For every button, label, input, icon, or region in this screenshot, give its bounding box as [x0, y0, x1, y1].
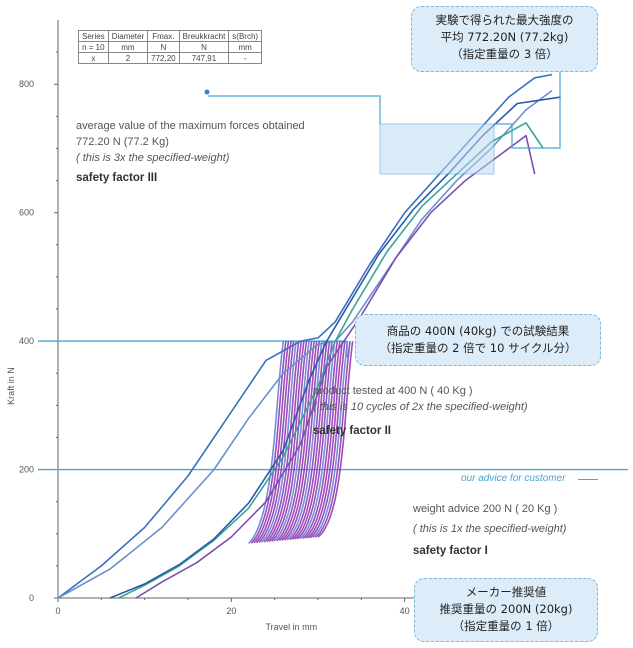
- params-values-row: x 2 772,20 747,91 -: [78, 52, 263, 64]
- callout-middle-line1: 商品の 400N (40kg) での試験結果: [386, 324, 570, 338]
- params-header-cell: Fmax.: [147, 30, 180, 42]
- max-connector-line: [494, 40, 561, 149]
- safety-factor-iii: safety factor III: [76, 172, 158, 184]
- advice-annotation-line1: weight advice 200 N ( 20 Kg ): [413, 503, 558, 515]
- params-header-cell: Diameter: [107, 30, 149, 42]
- hysteresis-cycle: [271, 341, 308, 542]
- x-tick-label: 0: [55, 606, 60, 616]
- params-subheader-cell: n = 10: [78, 41, 109, 53]
- overlay-group: [204, 40, 598, 481]
- hysteresis-cycle: [291, 341, 328, 540]
- hysteresis-cycle: [317, 341, 354, 538]
- y-tick-label: 600: [19, 208, 34, 218]
- params-header-cell: Series: [78, 30, 109, 42]
- safety-factor-i: safety factor I: [413, 545, 488, 557]
- max-annotation-line3: ( this is 3x the specified-weight): [76, 152, 230, 164]
- max-pointer-line: [208, 95, 381, 124]
- hysteresis-cycle: [253, 341, 290, 544]
- y-tick-label: 0: [29, 593, 34, 603]
- params-value-cell: -: [228, 52, 263, 64]
- hysteresis-cycle: [266, 341, 303, 543]
- y-tick-label: 400: [19, 336, 34, 346]
- callout-middle: 商品の 400N (40kg) での試験結果 （指定重量の 2 倍で 10 サイ…: [355, 314, 601, 366]
- params-value-cell: 747,91: [178, 52, 230, 64]
- hysteresis-cycle: [276, 341, 313, 542]
- y-axis-label: Kraft in N: [6, 367, 16, 405]
- hysteresis-cycle: [299, 341, 336, 540]
- x-axis-label: Travel in mm: [265, 622, 317, 632]
- max-region-highlight: [379, 123, 495, 175]
- callout-middle-line2: （指定重量の 2 倍で 10 サイクル分）: [379, 341, 577, 355]
- callout-top: 実験で得られた最大強度の 平均 772.20N (77.2kg) （指定重量の …: [411, 6, 598, 72]
- advice-label: our advice for customer: [461, 473, 566, 484]
- max-annotation-line2: 772.20 N (77.2 Kg): [76, 136, 169, 148]
- max-force-annotation: average value of the maximum forces obta…: [76, 118, 305, 186]
- series-line-1: [57, 73, 553, 599]
- hysteresis-cycle: [248, 341, 285, 544]
- hysteresis-cycle: [273, 341, 310, 542]
- callout-top-line1: 実験で得られた最大強度の: [435, 13, 574, 27]
- hysteresis-cycle: [307, 341, 344, 539]
- callout-bottom-line1: メーカー推奨値: [465, 585, 547, 599]
- advice-annotation-line2: ( this is 1x the specified-weight): [413, 523, 567, 535]
- params-subheader-cell: mm: [107, 41, 149, 53]
- params-subheader-cell: mm: [228, 41, 263, 53]
- pointer-dot: [204, 89, 210, 95]
- params-header-row: Series Diameter Fmax. Breukkracht s(Brch…: [78, 30, 263, 42]
- hysteresis-cycle: [289, 341, 326, 541]
- hysteresis-cycle: [260, 341, 297, 543]
- params-header-cell: Breukkracht: [178, 30, 230, 42]
- hysteresis-cycle: [286, 341, 323, 541]
- hysteresis-cycle: [281, 341, 318, 541]
- params-subheader-cell: N: [178, 41, 230, 53]
- hysteresis-cycle: [296, 341, 333, 540]
- callout-top-line2: 平均 772.20N (77.2kg): [440, 30, 569, 44]
- y-tick-label: 200: [19, 465, 34, 475]
- params-subheader-cell: N: [147, 41, 180, 53]
- params-value-cell: 2: [107, 52, 149, 64]
- hysteresis-cycle: [314, 341, 351, 538]
- x-tick-label: 20: [226, 606, 236, 616]
- hysteresis-cycle: [255, 341, 292, 544]
- x-tick-label: 40: [400, 606, 410, 616]
- params-subheader-row: n = 10 mm N N mm: [78, 41, 263, 53]
- params-table: Series Diameter Fmax. Breukkracht s(Brch…: [78, 30, 263, 64]
- callout-bottom-line2: 推奨重量の 200N (20kg): [439, 602, 573, 616]
- tested-annotation-line2: ( this is 10 cycles of 2x the specified-…: [313, 401, 528, 413]
- hysteresis-cycle: [263, 341, 300, 543]
- hysteresis-cycle: [302, 341, 339, 540]
- callout-top-line3: （指定重量の 3 倍）: [451, 47, 558, 61]
- callout-bottom: メーカー推奨値 推奨重量の 200N (20kg) （指定重量の 1 倍）: [414, 578, 598, 642]
- hysteresis-cycle: [250, 341, 287, 544]
- hysteresis-cycle: [309, 341, 346, 539]
- callout-bottom-line3: （指定重量の 1 倍）: [452, 619, 560, 633]
- params-value-cell: x: [78, 52, 109, 64]
- tested-annotation-line1: product tested at 400 N ( 40 Kg ): [313, 385, 473, 397]
- hysteresis-cycle: [312, 341, 349, 539]
- hysteresis-cycle: [284, 341, 321, 541]
- params-header-cell: s(Brch): [228, 30, 263, 42]
- hysteresis-cycle: [304, 341, 341, 539]
- params-value-cell: 772,20: [147, 52, 180, 64]
- axes: 0 200 400 600 800 0 20 40 Travel in mm Kraft in N: [6, 20, 578, 632]
- y-tick-label: 800: [19, 79, 34, 89]
- advice-annotation: weight advice 200 N ( 20 Kg ) ( this is …: [413, 501, 566, 559]
- hysteresis-cycle: [278, 341, 315, 542]
- tested-annotation: product tested at 400 N ( 40 Kg ) ( this…: [313, 383, 528, 439]
- max-annotation-line1: average value of the maximum forces obta…: [76, 120, 305, 132]
- safety-factor-ii: safety factor II: [313, 425, 391, 437]
